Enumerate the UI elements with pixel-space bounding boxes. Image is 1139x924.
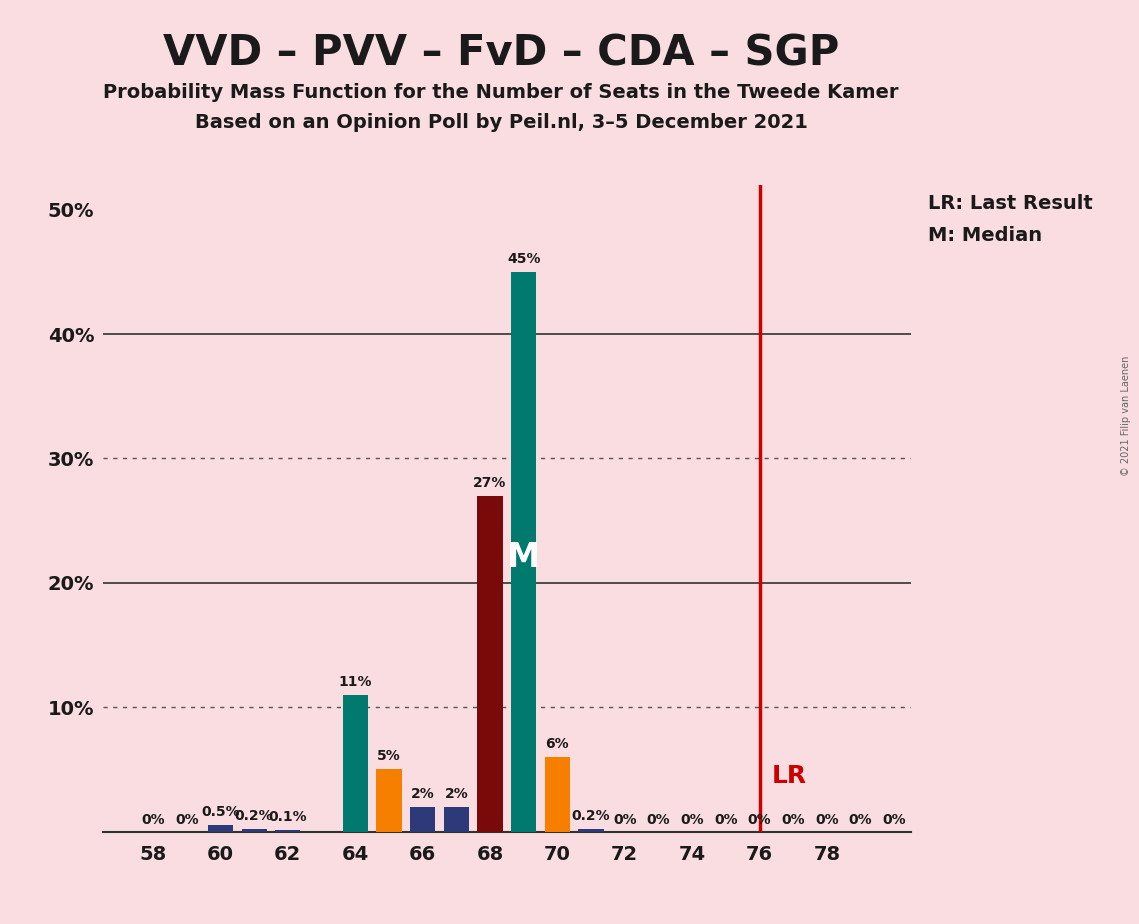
- Text: 11%: 11%: [338, 675, 372, 688]
- Text: 2%: 2%: [411, 786, 434, 800]
- Text: Probability Mass Function for the Number of Seats in the Tweede Kamer: Probability Mass Function for the Number…: [104, 83, 899, 103]
- Text: 0.5%: 0.5%: [202, 805, 239, 820]
- Text: M: Median: M: Median: [928, 226, 1042, 246]
- Text: 0%: 0%: [680, 812, 704, 827]
- Text: 0%: 0%: [647, 812, 670, 827]
- Text: 0.2%: 0.2%: [235, 808, 273, 823]
- Text: 0.2%: 0.2%: [572, 808, 611, 823]
- Text: © 2021 Filip van Laenen: © 2021 Filip van Laenen: [1121, 356, 1131, 476]
- Text: 0.1%: 0.1%: [269, 810, 308, 824]
- Text: 0%: 0%: [141, 812, 165, 827]
- Bar: [343, 695, 368, 832]
- Text: 2%: 2%: [444, 786, 468, 800]
- Bar: [241, 829, 267, 832]
- Text: 0%: 0%: [175, 812, 198, 827]
- Bar: [511, 272, 536, 832]
- Bar: [207, 825, 233, 832]
- Text: 27%: 27%: [474, 476, 507, 490]
- Text: VVD – PVV – FvD – CDA – SGP: VVD – PVV – FvD – CDA – SGP: [163, 32, 839, 74]
- Text: 6%: 6%: [546, 736, 570, 750]
- Bar: [444, 807, 469, 832]
- Text: 0%: 0%: [849, 812, 872, 827]
- Bar: [376, 770, 402, 832]
- Text: 5%: 5%: [377, 749, 401, 763]
- Bar: [410, 807, 435, 832]
- Text: 45%: 45%: [507, 251, 540, 266]
- Text: Based on an Opinion Poll by Peil.nl, 3–5 December 2021: Based on an Opinion Poll by Peil.nl, 3–5…: [195, 113, 808, 132]
- Bar: [544, 757, 570, 832]
- Text: 0%: 0%: [883, 812, 907, 827]
- Text: 0%: 0%: [714, 812, 738, 827]
- Text: M: M: [507, 541, 540, 575]
- Text: 0%: 0%: [748, 812, 771, 827]
- Text: LR: LR: [771, 763, 806, 787]
- Bar: [276, 831, 301, 832]
- Text: LR: Last Result: LR: Last Result: [928, 194, 1093, 213]
- Text: 0%: 0%: [816, 812, 838, 827]
- Text: 0%: 0%: [613, 812, 637, 827]
- Bar: [477, 496, 502, 832]
- Text: 0%: 0%: [781, 812, 805, 827]
- Bar: [579, 829, 604, 832]
